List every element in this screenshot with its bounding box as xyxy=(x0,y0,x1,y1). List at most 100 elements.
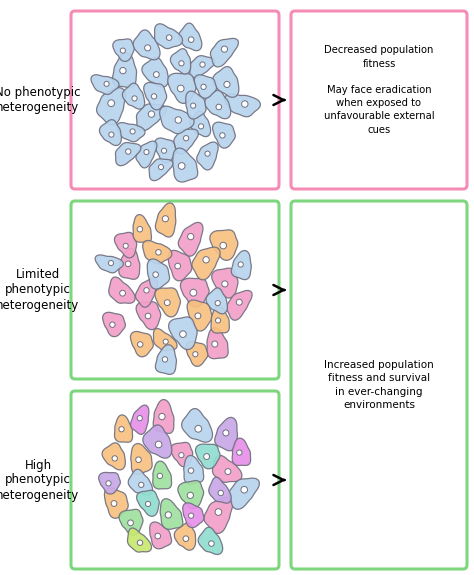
Circle shape xyxy=(137,227,143,232)
Polygon shape xyxy=(128,469,153,495)
Circle shape xyxy=(128,520,133,526)
Polygon shape xyxy=(91,75,119,94)
Polygon shape xyxy=(194,75,217,98)
Circle shape xyxy=(187,492,193,499)
Circle shape xyxy=(154,72,159,78)
Polygon shape xyxy=(142,58,168,87)
FancyBboxPatch shape xyxy=(71,11,279,189)
Circle shape xyxy=(137,540,143,546)
Polygon shape xyxy=(182,409,212,442)
Polygon shape xyxy=(206,288,228,314)
Polygon shape xyxy=(100,120,121,145)
Polygon shape xyxy=(153,400,174,434)
Polygon shape xyxy=(131,443,152,474)
Circle shape xyxy=(216,104,221,110)
Circle shape xyxy=(212,341,218,347)
Circle shape xyxy=(136,457,141,462)
FancyBboxPatch shape xyxy=(71,201,279,379)
Polygon shape xyxy=(112,53,137,87)
FancyBboxPatch shape xyxy=(71,391,279,569)
Polygon shape xyxy=(143,425,172,458)
Polygon shape xyxy=(211,306,229,333)
Text: Decreased population
fitness

May face eradication
when exposed to
unfavourable : Decreased population fitness May face er… xyxy=(324,45,434,135)
Text: Limited
phenotypic
heterogeneity: Limited phenotypic heterogeneity xyxy=(0,269,80,312)
Circle shape xyxy=(218,490,223,496)
Polygon shape xyxy=(116,143,141,166)
Circle shape xyxy=(126,149,131,154)
Text: No phenotypic
heterogeneity: No phenotypic heterogeneity xyxy=(0,86,81,114)
Polygon shape xyxy=(186,342,208,366)
Circle shape xyxy=(153,272,158,277)
Circle shape xyxy=(195,313,201,319)
Circle shape xyxy=(164,300,170,305)
Polygon shape xyxy=(155,138,176,163)
Circle shape xyxy=(200,62,205,67)
Polygon shape xyxy=(227,290,252,320)
Circle shape xyxy=(180,331,186,338)
Circle shape xyxy=(112,456,118,461)
Polygon shape xyxy=(160,106,194,134)
Polygon shape xyxy=(195,444,220,469)
Polygon shape xyxy=(184,455,204,484)
Circle shape xyxy=(237,450,242,455)
Polygon shape xyxy=(212,455,242,482)
Circle shape xyxy=(190,289,197,296)
Polygon shape xyxy=(171,442,192,467)
Polygon shape xyxy=(99,473,120,494)
Circle shape xyxy=(138,482,144,488)
Text: High
phenotypic
heterogeneity: High phenotypic heterogeneity xyxy=(0,458,80,501)
Circle shape xyxy=(220,242,227,249)
Circle shape xyxy=(163,339,168,344)
Polygon shape xyxy=(229,478,259,509)
Polygon shape xyxy=(144,82,167,110)
FancyBboxPatch shape xyxy=(291,11,467,189)
Circle shape xyxy=(155,441,162,448)
Circle shape xyxy=(179,61,184,66)
Polygon shape xyxy=(215,417,237,451)
Polygon shape xyxy=(181,278,209,307)
Polygon shape xyxy=(170,49,191,74)
Circle shape xyxy=(193,351,198,357)
Circle shape xyxy=(148,111,155,117)
Circle shape xyxy=(222,281,228,287)
Circle shape xyxy=(189,513,194,518)
Circle shape xyxy=(238,262,243,267)
Polygon shape xyxy=(119,248,140,279)
Circle shape xyxy=(137,342,143,347)
Polygon shape xyxy=(155,24,182,49)
Polygon shape xyxy=(130,331,153,356)
Polygon shape xyxy=(114,415,133,442)
Polygon shape xyxy=(136,278,157,307)
Circle shape xyxy=(104,81,109,86)
Circle shape xyxy=(165,512,172,518)
Polygon shape xyxy=(186,91,206,119)
Circle shape xyxy=(120,67,126,74)
Polygon shape xyxy=(136,141,157,168)
Circle shape xyxy=(120,48,126,53)
Polygon shape xyxy=(169,317,197,350)
Polygon shape xyxy=(117,122,145,142)
Circle shape xyxy=(178,163,185,170)
Circle shape xyxy=(109,132,114,137)
Polygon shape xyxy=(109,277,135,303)
Polygon shape xyxy=(95,255,123,273)
Polygon shape xyxy=(137,490,159,516)
Circle shape xyxy=(177,85,184,92)
Polygon shape xyxy=(155,203,176,237)
Circle shape xyxy=(188,233,194,240)
Text: Increased population
fitness and survival
in ever-changing
environments: Increased population fitness and surviva… xyxy=(324,360,434,410)
Polygon shape xyxy=(178,481,204,508)
Polygon shape xyxy=(136,302,161,329)
Circle shape xyxy=(132,96,137,101)
Circle shape xyxy=(137,416,142,421)
Circle shape xyxy=(224,81,230,87)
Polygon shape xyxy=(119,509,143,535)
Circle shape xyxy=(125,261,131,267)
Circle shape xyxy=(145,45,151,51)
Circle shape xyxy=(144,150,149,155)
Polygon shape xyxy=(197,142,218,170)
Circle shape xyxy=(162,356,168,362)
Polygon shape xyxy=(192,247,220,280)
Polygon shape xyxy=(155,288,181,317)
Polygon shape xyxy=(102,312,126,336)
